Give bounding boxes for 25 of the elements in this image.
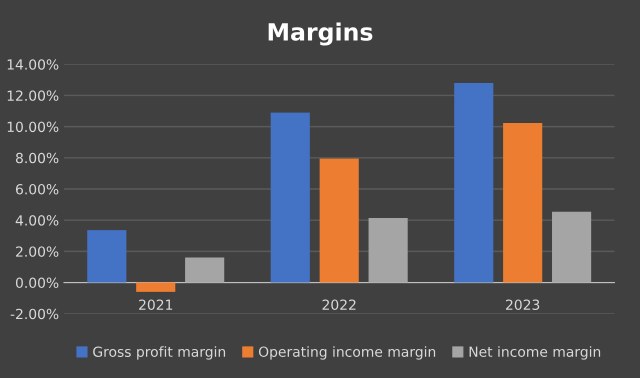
y-tick-label: 6.00%: [16, 184, 58, 194]
x-tick-label: 2021: [139, 299, 172, 310]
bar: [270, 112, 310, 283]
legend-label: Net income margin: [470, 346, 600, 360]
y-tick-label: 10.00%: [8, 122, 58, 132]
x-tick-label: 2023: [506, 299, 540, 310]
bar: [136, 282, 176, 292]
bar: [320, 158, 359, 283]
legend-label: Operating income margin: [258, 346, 436, 360]
bar: [368, 218, 408, 283]
y-tick-label: 12.00%: [8, 90, 58, 101]
chart-title: Margins: [268, 22, 372, 46]
legend-label: Gross profit margin: [93, 346, 226, 360]
bar: [503, 123, 542, 283]
x-tick-label: 2022: [322, 299, 356, 310]
y-tick-label: -2.00%: [10, 308, 58, 320]
bar: [185, 257, 224, 283]
y-tick-label: 4.00%: [16, 215, 58, 226]
y-tick-label: 8.00%: [16, 152, 58, 164]
y-tick-label: 0.00%: [16, 278, 58, 288]
y-tick-label: 2.00%: [16, 246, 58, 257]
bar: [552, 212, 592, 283]
y-tick-label: 14.00%: [8, 59, 58, 70]
bar: [87, 230, 126, 283]
bar: [454, 82, 494, 283]
